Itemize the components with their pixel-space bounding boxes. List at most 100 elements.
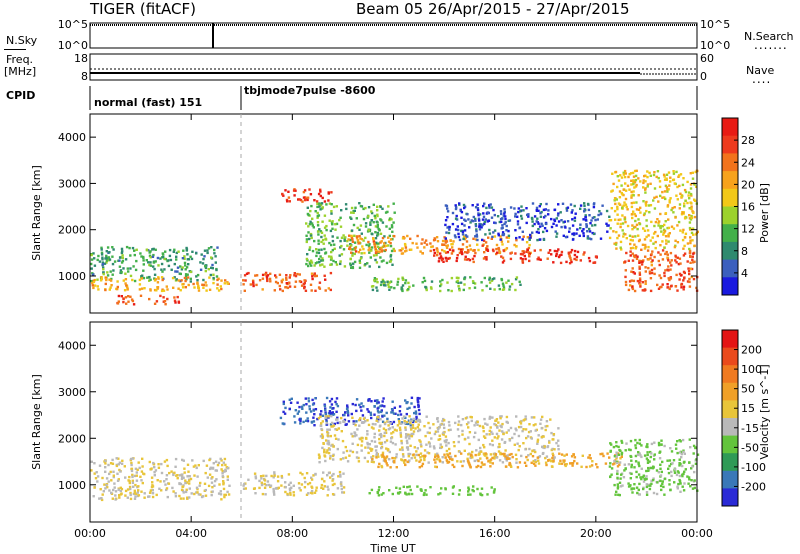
power-cell	[334, 228, 337, 231]
velocity-cell	[351, 402, 354, 406]
power-cell	[618, 196, 622, 199]
velocity-cell	[675, 447, 678, 450]
velocity-cell	[405, 435, 408, 438]
power-cell	[435, 236, 439, 239]
power-cell	[482, 257, 486, 260]
power-cell	[537, 228, 540, 231]
velocity-cell	[129, 457, 133, 461]
power-cell	[329, 229, 333, 233]
power-cell	[351, 238, 354, 241]
power-cell	[303, 282, 306, 285]
velocity-cell	[389, 440, 393, 443]
velocity-cell	[406, 460, 409, 463]
velocity-cell	[408, 434, 411, 438]
velocity-cell	[338, 421, 342, 424]
power-cell	[458, 238, 462, 242]
power-feature-1	[91, 276, 230, 293]
velocity-cell	[366, 433, 369, 436]
velocity-cell	[481, 425, 485, 428]
power-cell	[542, 216, 546, 219]
power-cell	[663, 230, 667, 233]
power-cell	[599, 237, 603, 240]
velocity-cell	[628, 471, 632, 475]
power-cell	[668, 199, 671, 202]
velocity-cell	[378, 486, 381, 489]
velocity-cell	[530, 437, 533, 440]
power-cell	[686, 260, 689, 263]
velocity-cell	[690, 467, 693, 470]
velocity-cell	[324, 415, 328, 418]
velocity-cell	[639, 476, 642, 479]
velocity-cell	[500, 415, 503, 418]
power-cell	[582, 234, 585, 238]
power-cell	[605, 222, 608, 225]
power-cell	[481, 218, 485, 221]
velocity-cell	[439, 492, 442, 495]
power-cell	[317, 239, 320, 242]
velocity-cell	[335, 428, 339, 431]
power-cell	[220, 287, 223, 291]
velocity-cell	[155, 493, 158, 497]
power-cell	[331, 227, 334, 230]
power-colorbar-label: Power [dB]	[758, 183, 771, 243]
velocity-cell	[369, 413, 373, 416]
power-cell	[162, 289, 166, 292]
velocity-cell	[451, 492, 455, 495]
velocity-cell	[373, 436, 376, 439]
velocity-cell	[391, 400, 394, 403]
velocity-cell	[416, 396, 419, 400]
velocity-cell	[323, 485, 326, 488]
velocity-cell	[408, 437, 411, 440]
power-cell	[644, 202, 647, 205]
power-cell	[661, 196, 664, 199]
velocity-cell	[311, 398, 314, 402]
velocity-cell	[505, 431, 508, 434]
power-cell	[688, 285, 692, 288]
power-cell	[425, 243, 429, 246]
power-cell	[667, 277, 670, 280]
velocity-cell	[181, 476, 184, 479]
velocity-cell	[217, 461, 221, 465]
power-cell	[646, 170, 649, 173]
power-cell	[333, 243, 336, 246]
power-cell	[180, 279, 183, 282]
power-cell	[380, 240, 383, 243]
power-cell	[682, 254, 686, 257]
power-cell	[505, 229, 508, 232]
velocity-cell	[467, 493, 470, 496]
power-cell	[635, 183, 638, 187]
power-cell	[441, 239, 445, 243]
velocity-cell	[405, 420, 409, 424]
power-cell	[619, 225, 622, 229]
power-cell	[436, 251, 439, 254]
velocity-cell	[629, 477, 632, 480]
power-cell	[91, 273, 95, 276]
power-cell	[407, 281, 410, 285]
power-cell	[631, 267, 634, 270]
velocity-cell	[613, 483, 616, 487]
power-cell	[694, 170, 697, 174]
power-cell	[340, 244, 343, 248]
velocity-cell	[551, 438, 554, 441]
velocity-cell	[591, 460, 594, 463]
velocity-cell	[553, 456, 556, 459]
power-cell	[216, 278, 219, 282]
power-cell	[527, 246, 531, 250]
power-cell	[664, 184, 668, 187]
velocity-cell	[313, 413, 316, 416]
power-cell	[358, 261, 362, 264]
power-cell	[105, 250, 108, 253]
power-cell	[91, 284, 94, 287]
power-cell	[101, 263, 105, 266]
velocity-cell	[687, 476, 691, 479]
velocity-cell	[397, 413, 400, 417]
power-cell	[327, 199, 330, 202]
power-cell	[364, 263, 367, 266]
velocity-cell	[420, 489, 423, 492]
power-cell	[673, 245, 677, 249]
power-cell	[400, 286, 403, 289]
power-cell	[129, 274, 133, 278]
velocity-cell	[319, 435, 323, 438]
power-cell	[118, 259, 121, 262]
velocity-cell	[138, 466, 141, 470]
